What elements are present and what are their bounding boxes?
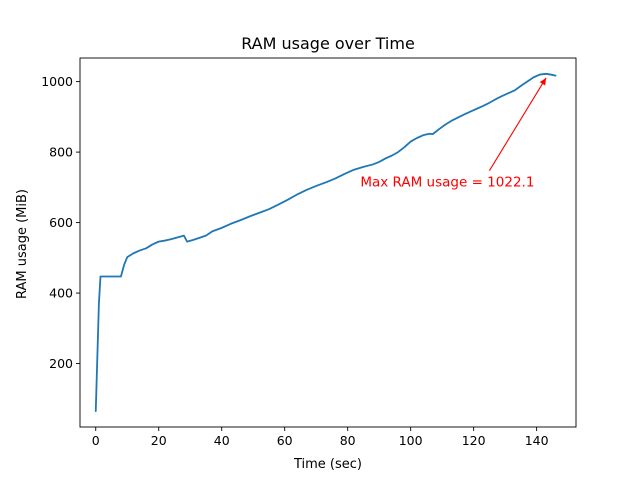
x-axis-label: Time (sec) [293, 457, 362, 472]
x-tick-label: 20 [151, 433, 167, 448]
x-tick-label: 120 [462, 433, 486, 448]
plot-area [79, 57, 577, 428]
ram-usage-line [94, 72, 557, 413]
y-tick-label: 1000 [41, 74, 73, 89]
x-tick-label: 60 [277, 433, 293, 448]
y-axis-label: RAM usage (MiB) [15, 189, 30, 299]
y-tick-label: 200 [49, 356, 73, 371]
x-tick-label: 40 [214, 433, 230, 448]
x-tick-label: 80 [340, 433, 356, 448]
y-tick-label: 600 [49, 215, 73, 230]
annotation-text: Max RAM usage = 1022.1 [360, 175, 534, 191]
chart-title: RAM usage over Time [241, 34, 415, 53]
y-tick-label: 400 [49, 286, 73, 301]
x-tick-label: 0 [92, 433, 100, 448]
max-ram-annotation: Max RAM usage = 1022.1 [360, 77, 547, 191]
y-tick-label: 800 [49, 145, 73, 160]
y-axis-ticks: 200 400 600 800 1000 [41, 74, 80, 371]
annotation-arrow-head [539, 77, 547, 86]
plot-frame [79, 57, 577, 428]
annotation-arrow-line [488, 77, 547, 171]
x-tick-label: 100 [399, 433, 423, 448]
x-axis-ticks: 0 20 40 60 80 100 120 140 [92, 427, 549, 448]
x-tick-label: 140 [525, 433, 549, 448]
